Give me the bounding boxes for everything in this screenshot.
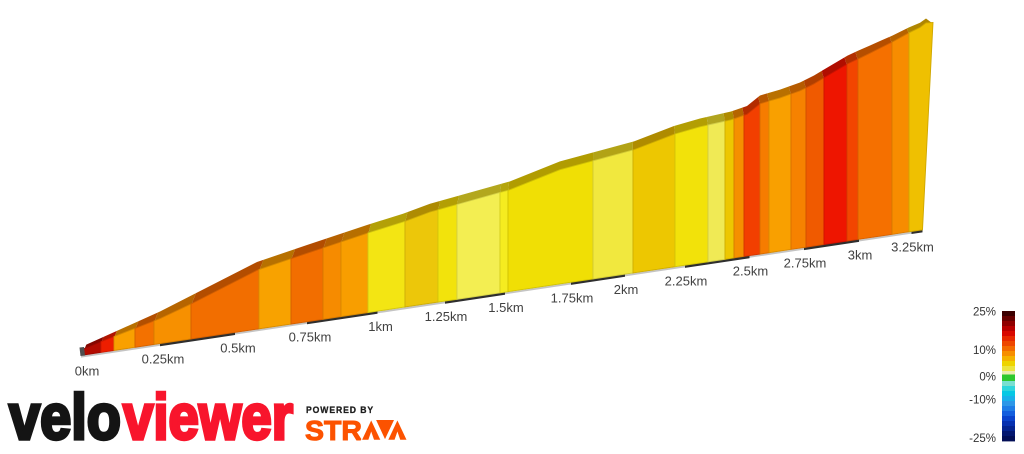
svg-text:2.75km: 2.75km — [784, 256, 827, 271]
svg-text:1km: 1km — [368, 319, 393, 334]
svg-text:2.5km: 2.5km — [733, 264, 768, 279]
svg-text:POWERED BY: POWERED BY — [306, 405, 374, 416]
svg-text:1.25km: 1.25km — [425, 309, 468, 324]
svg-text:0%: 0% — [979, 371, 996, 383]
svg-text:0.5km: 0.5km — [220, 340, 255, 355]
svg-text:0km: 0km — [75, 363, 100, 378]
svg-text:0.25km: 0.25km — [142, 352, 185, 367]
svg-text:velo: velo — [9, 381, 121, 449]
svg-text:1.5km: 1.5km — [488, 300, 523, 315]
svg-text:-10%: -10% — [969, 395, 996, 407]
svg-text:-25%: -25% — [969, 433, 996, 445]
svg-text:viewer: viewer — [123, 381, 293, 449]
svg-text:2km: 2km — [614, 282, 639, 297]
svg-text:0.75km: 0.75km — [289, 330, 332, 345]
svg-text:10%: 10% — [973, 345, 996, 357]
svg-text:25%: 25% — [973, 306, 996, 318]
svg-text:1.75km: 1.75km — [551, 290, 594, 305]
svg-text:STR: STR — [305, 415, 362, 446]
svg-text:3.25km: 3.25km — [891, 239, 934, 254]
svg-text:3km: 3km — [848, 247, 873, 262]
svg-text:2.25km: 2.25km — [665, 273, 708, 288]
